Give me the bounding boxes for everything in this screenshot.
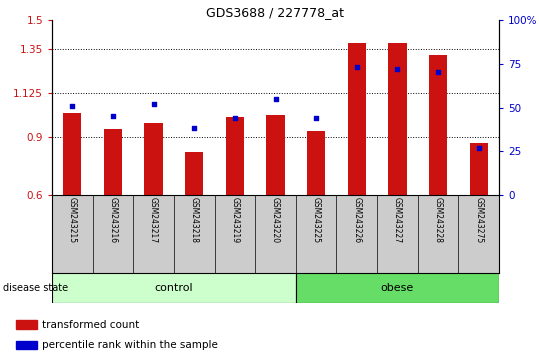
Point	[312, 115, 321, 121]
Text: percentile rank within the sample: percentile rank within the sample	[42, 340, 218, 350]
Text: disease state: disease state	[3, 283, 68, 293]
Text: transformed count: transformed count	[42, 320, 139, 330]
Text: GSM243219: GSM243219	[230, 197, 239, 244]
Bar	[348, 43, 366, 195]
Bar	[144, 123, 163, 195]
Point	[190, 126, 198, 131]
Point	[149, 101, 158, 107]
Bar	[63, 113, 81, 195]
Text: GSM243275: GSM243275	[474, 197, 483, 244]
Point	[109, 113, 118, 119]
Bar	[52, 273, 296, 303]
Text: GSM243220: GSM243220	[271, 197, 280, 244]
Point	[434, 70, 443, 75]
Text: GSM243216: GSM243216	[108, 197, 118, 244]
Bar	[185, 152, 203, 195]
Bar	[226, 117, 244, 195]
Point	[353, 64, 361, 70]
Bar	[16, 320, 37, 329]
Bar	[16, 341, 37, 349]
Text: GSM243218: GSM243218	[190, 197, 199, 243]
Text: control: control	[155, 283, 193, 293]
Point	[68, 103, 77, 109]
Bar	[104, 129, 122, 195]
Bar	[266, 115, 285, 195]
Text: GSM243226: GSM243226	[353, 197, 361, 244]
Text: GSM243217: GSM243217	[149, 197, 158, 244]
Title: GDS3688 / 227778_at: GDS3688 / 227778_at	[206, 6, 344, 19]
Text: GSM243215: GSM243215	[68, 197, 77, 244]
Text: GSM243228: GSM243228	[433, 197, 443, 243]
Bar	[429, 55, 447, 195]
Text: GSM243227: GSM243227	[393, 197, 402, 244]
Point	[474, 145, 483, 150]
Bar	[388, 43, 406, 195]
Text: obese: obese	[381, 283, 414, 293]
Bar	[296, 273, 499, 303]
Text: GSM243225: GSM243225	[312, 197, 321, 244]
Point	[393, 66, 402, 72]
Point	[231, 115, 239, 121]
Bar	[307, 131, 325, 195]
Bar	[469, 143, 488, 195]
Point	[271, 96, 280, 102]
